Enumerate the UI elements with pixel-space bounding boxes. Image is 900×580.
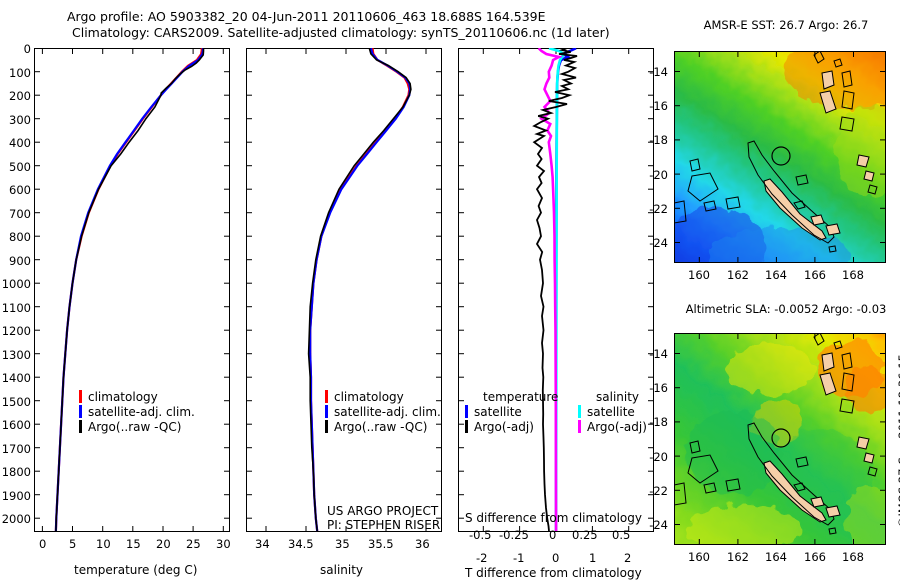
legend-label-climatology: climatology xyxy=(334,390,404,404)
sla-ytick--14: -14 xyxy=(649,347,668,361)
sla-ytick--22: -22 xyxy=(649,484,668,498)
sla-map-title: Altimetric SLA: -0.0052 Argo: -0.03 xyxy=(685,302,887,316)
difference-legend: temperature satellite Argo(-adj) xyxy=(465,390,558,434)
temperature-xtick-0: 0 xyxy=(39,537,47,551)
sst-ytick--24: -24 xyxy=(649,236,668,250)
legend-label-salinity-argo-adj: Argo(-adj) xyxy=(587,420,647,434)
salinity-xtick-36: 36 xyxy=(415,537,430,551)
temperature-xtick-5: 5 xyxy=(69,537,77,551)
legend-swatch-satellite-adj-clim xyxy=(325,405,328,418)
legend-label-satellite-adj-clim: satellite-adj. clim. xyxy=(88,405,195,419)
salinity-plot-area xyxy=(246,48,442,532)
legend-swatch-salinity-satellite xyxy=(578,405,581,418)
temperature-xtick-30: 30 xyxy=(216,537,231,551)
legend-swatch-satellite-adj-clim xyxy=(79,405,82,418)
sst-xtick-162: 162 xyxy=(727,268,749,282)
project-line1: US ARGO PROJECT xyxy=(327,504,439,518)
legend-swatch-argo-raw-qc xyxy=(79,420,82,433)
legend-group-temperature: temperature xyxy=(483,390,559,404)
salinity-xtick-34: 34 xyxy=(255,537,270,551)
temperature-xtick-10: 10 xyxy=(96,537,111,551)
legend-label-salinity-satellite: satellite xyxy=(587,405,635,419)
legend-label-temperature-satellite: satellite xyxy=(474,405,522,419)
difference-t-tick--2: -2 xyxy=(476,551,488,565)
difference-plot-area xyxy=(458,48,654,532)
difference-s-tick-0: 0 xyxy=(549,528,557,542)
figure-title-line1: Argo profile: AO 5903382_20 04-Jun-2011 … xyxy=(67,9,546,24)
legend-label-argo-raw-qc: Argo(..raw -QC) xyxy=(88,420,182,434)
difference-t-tick-2: 2 xyxy=(624,551,632,565)
credit-text: ©IMOS 27-Sep-2011 18:36:15 xyxy=(896,354,900,528)
sst-map-title: AMSR-E SST: 26.7 Argo: 26.7 xyxy=(703,18,869,32)
legend-label-argo-raw-qc: Argo(..raw -QC) xyxy=(334,420,428,434)
legend-group-salinity: salinity xyxy=(596,390,640,404)
sla-ytick--24: -24 xyxy=(649,518,668,532)
salinity-xtick-35: 35 xyxy=(335,537,350,551)
sst-ytick--16: -16 xyxy=(649,99,668,113)
legend-label-satellite-adj-clim: satellite-adj. clim. xyxy=(334,405,441,419)
sla-map xyxy=(674,333,886,545)
legend-swatch-climatology xyxy=(325,390,328,403)
temperature-panel xyxy=(34,48,230,532)
float-position-marker xyxy=(771,428,791,448)
sla-ytick--20: -20 xyxy=(649,450,668,464)
difference-bottom-axis-label: T difference from climatology xyxy=(465,566,642,580)
temperature-ytick-labels: 0 100 200 300 400 500 600 700 800 900 1000 1100 … xyxy=(1,42,31,526)
sst-ytick--22: -22 xyxy=(649,202,668,216)
sst-map-axes xyxy=(674,51,886,263)
sla-xtick-162: 162 xyxy=(727,550,749,564)
sst-xtick-164: 164 xyxy=(765,268,787,282)
difference-t-tick-1: 1 xyxy=(589,551,597,565)
salinity-xtick-34p5: 34.5 xyxy=(288,537,314,551)
salinity-xtick-35p5: 35.5 xyxy=(368,537,394,551)
sst-xtick-160: 160 xyxy=(688,268,710,282)
legend-label-climatology: climatology xyxy=(88,390,158,404)
sst-ytick--18: -18 xyxy=(649,133,668,147)
sst-xtick-166: 166 xyxy=(804,268,826,282)
temperature-plot-area xyxy=(34,48,230,532)
difference-t-tick-0: 0 xyxy=(552,551,560,565)
float-position-marker xyxy=(771,146,791,166)
temperature-legend: climatology satellite-adj. clim. Argo(..… xyxy=(79,389,195,434)
project-line2: PI: STEPHEN RISER xyxy=(327,518,441,532)
sla-map-axes xyxy=(674,333,886,545)
sla-ytick--18: -18 xyxy=(649,415,668,429)
sst-map xyxy=(674,51,886,263)
difference-t-tick--1: -1 xyxy=(513,551,525,565)
sla-map-image xyxy=(674,333,886,545)
salinity-legend: climatology satellite-adj. clim. Argo(..… xyxy=(325,389,441,434)
salinity-xaxis-label: salinity xyxy=(320,563,364,577)
temperature-xtick-15: 15 xyxy=(126,537,141,551)
legend-swatch-salinity-argo-adj xyxy=(578,420,581,433)
difference-s-tick--0p5: -0.5 xyxy=(469,528,492,542)
sla-xtick-164: 164 xyxy=(765,550,787,564)
difference-panel xyxy=(458,48,654,532)
legend-swatch-temperature-satellite xyxy=(465,405,468,418)
sla-xtick-160: 160 xyxy=(688,550,710,564)
difference-s-tick-0p5: 0.5 xyxy=(612,528,631,542)
sst-ytick--14: -14 xyxy=(649,65,668,79)
sla-xtick-166: 166 xyxy=(804,550,826,564)
difference-legend-salinity: salinity satellite Argo(-adj) xyxy=(578,390,647,434)
temperature-xtick-20: 20 xyxy=(156,537,171,551)
sst-xtick-168: 168 xyxy=(842,268,864,282)
sla-ytick--16: -16 xyxy=(649,381,668,395)
temperature-xtick-25: 25 xyxy=(186,537,201,551)
sst-map-image xyxy=(674,51,886,263)
difference-s-tick-0p25: 0.25 xyxy=(572,528,598,542)
salinity-panel xyxy=(246,48,442,532)
legend-swatch-temperature-argo-adj xyxy=(465,420,468,433)
temperature-xaxis-label: temperature (deg C) xyxy=(74,563,198,577)
legend-swatch-argo-raw-qc xyxy=(325,420,328,433)
legend-label-temperature-argo-adj: Argo(-adj) xyxy=(474,420,534,434)
difference-top-axis-label: S difference from climatology xyxy=(465,511,642,525)
figure-title-line2: Climatology: CARS2009. Satellite-adjuste… xyxy=(72,25,610,40)
difference-s-tick--0p25: -0.25 xyxy=(499,528,529,542)
legend-swatch-climatology xyxy=(79,390,82,403)
sla-xtick-168: 168 xyxy=(842,550,864,564)
sst-ytick--20: -20 xyxy=(649,168,668,182)
